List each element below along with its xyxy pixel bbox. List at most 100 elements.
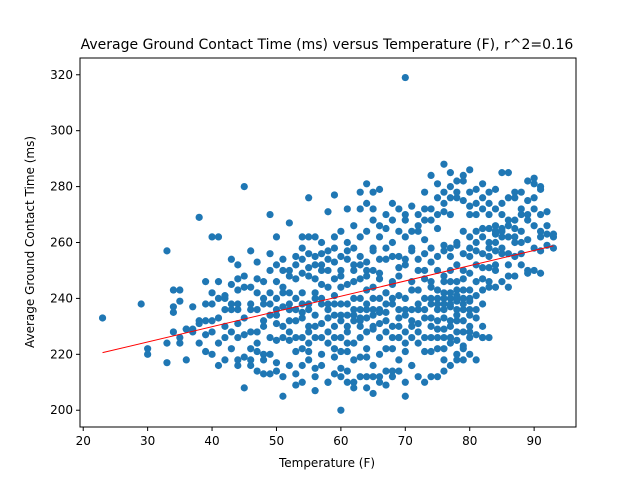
data-point [485,333,493,342]
data-point [414,300,422,308]
data-point [446,252,454,261]
data-point [491,266,500,275]
data-point [466,333,474,342]
data-point [485,244,493,252]
data-point [343,255,351,263]
data-point [272,319,281,328]
data-point [317,280,326,289]
data-point [466,305,474,314]
data-point [369,294,377,303]
data-point [324,208,332,216]
data-point [485,283,493,291]
data-point [414,286,422,294]
data-point [292,252,300,261]
data-point [408,202,416,210]
data-point [466,311,474,319]
data-point [214,314,223,322]
data-point [511,224,519,233]
data-point [427,300,435,308]
data-point [414,210,422,219]
data-point [388,294,397,303]
data-point [195,319,203,328]
data-point [388,199,397,207]
data-point [337,373,345,381]
data-point [375,305,384,314]
data-point [401,294,409,303]
data-point [427,314,435,322]
data-point [433,294,442,303]
data-point [536,269,545,277]
data-point [382,317,390,325]
data-point [479,180,487,188]
data-point [466,269,474,277]
data-point [363,300,371,308]
data-point [221,292,229,300]
data-point [395,314,403,322]
data-point [343,378,351,386]
data-point [343,280,351,289]
data-point [446,182,454,191]
data-point [472,305,480,314]
data-point [459,286,467,294]
data-point [163,339,171,347]
data-point [292,317,300,325]
data-point [382,308,390,316]
data-point [343,367,351,375]
data-point [298,314,306,322]
data-point [414,339,422,347]
data-point [369,305,377,314]
data-point [337,406,345,414]
data-point [472,247,480,255]
data-point [517,261,525,269]
data-point [137,300,145,308]
data-point [401,339,409,347]
data-point [253,328,261,336]
data-point [247,305,255,314]
data-point [247,361,255,370]
data-point [253,258,261,266]
data-point [221,305,229,314]
data-point [459,356,467,364]
data-point [356,322,364,330]
data-point [479,300,487,308]
data-point [459,305,467,314]
data-point [317,250,326,258]
data-point [408,247,416,255]
data-point [388,216,397,224]
data-point [446,322,454,330]
data-point [536,185,545,193]
data-point [279,322,287,330]
data-point [401,328,409,336]
data-point [292,370,300,378]
data-point [401,216,409,224]
data-point [279,266,287,275]
y-tick-label: 260 [50,236,73,250]
data-point [549,244,558,252]
data-point [221,356,229,364]
data-point [253,289,261,297]
y-tick-label: 240 [50,291,73,305]
data-point [498,233,506,241]
data-point [298,244,306,252]
data-point [511,238,519,247]
data-point [350,222,358,230]
data-point [247,345,255,353]
data-point [298,233,306,241]
data-point [234,300,242,308]
data-point [504,233,512,241]
data-point [446,300,454,308]
data-point [227,280,235,289]
data-point [459,345,467,353]
data-point [459,294,467,303]
data-point [356,305,364,314]
data-point [163,359,171,367]
data-point [446,361,454,370]
data-point [350,356,358,364]
data-point [363,373,371,381]
data-point [517,210,525,219]
data-point [285,336,293,344]
data-point [453,194,461,202]
data-point [285,266,293,275]
data-point [440,345,448,353]
data-point [433,180,442,188]
